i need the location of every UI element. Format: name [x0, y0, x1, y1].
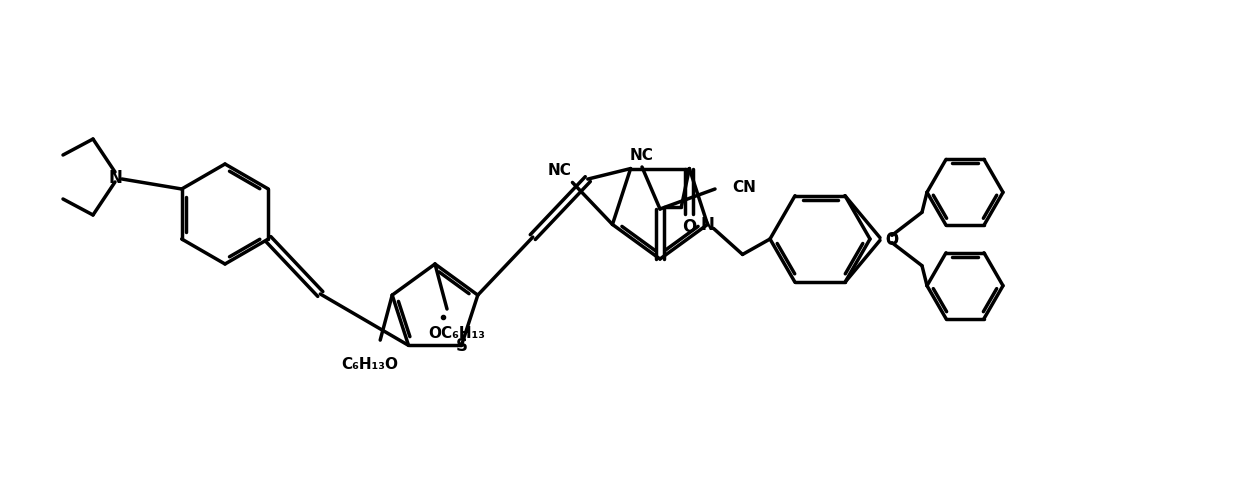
Text: O: O — [885, 231, 898, 246]
Text: N: N — [700, 216, 715, 234]
Text: C₆H₁₃O: C₆H₁₃O — [342, 356, 399, 371]
Text: O: O — [682, 217, 697, 235]
Text: CN: CN — [732, 180, 756, 195]
Text: NC: NC — [547, 163, 572, 178]
Text: S: S — [456, 337, 468, 355]
Text: N: N — [109, 169, 122, 186]
Text: OC₆H₁₃: OC₆H₁₃ — [429, 325, 485, 340]
Text: NC: NC — [630, 148, 655, 163]
Text: O: O — [885, 233, 898, 248]
